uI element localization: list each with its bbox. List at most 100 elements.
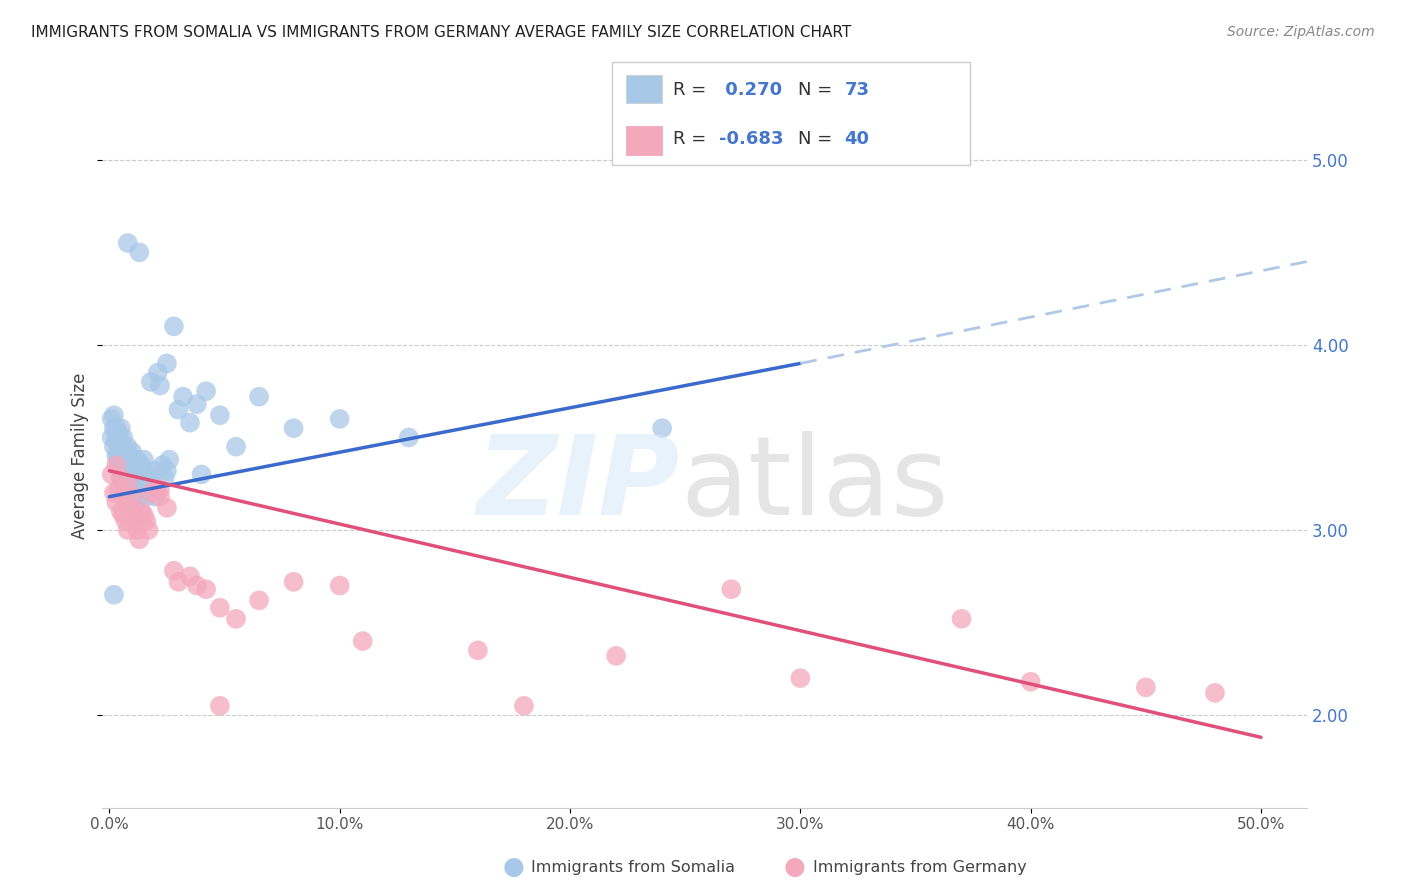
Point bbox=[131, 458, 153, 473]
Point bbox=[139, 375, 162, 389]
Point bbox=[112, 476, 135, 491]
Point bbox=[225, 440, 247, 454]
Point bbox=[105, 434, 128, 449]
Point bbox=[132, 476, 155, 491]
Point bbox=[135, 467, 157, 482]
Point bbox=[145, 464, 167, 478]
Text: ●: ● bbox=[783, 855, 806, 879]
Text: 73: 73 bbox=[845, 80, 870, 99]
Point bbox=[125, 523, 148, 537]
Point bbox=[179, 569, 201, 583]
Point bbox=[150, 458, 173, 473]
Point bbox=[103, 588, 125, 602]
Point bbox=[110, 504, 132, 518]
Point bbox=[114, 486, 136, 500]
Point bbox=[112, 430, 135, 444]
Point bbox=[110, 471, 132, 485]
Point bbox=[100, 430, 122, 444]
Point bbox=[283, 421, 305, 435]
Point bbox=[145, 490, 167, 504]
Point bbox=[131, 482, 153, 496]
Point bbox=[103, 408, 125, 422]
Point bbox=[100, 467, 122, 482]
Point bbox=[107, 445, 129, 459]
Point bbox=[117, 440, 139, 454]
Text: -0.683: -0.683 bbox=[720, 130, 783, 148]
Point bbox=[117, 476, 139, 491]
Point bbox=[789, 671, 811, 685]
Point bbox=[651, 421, 673, 435]
Point bbox=[114, 514, 136, 528]
Point bbox=[225, 612, 247, 626]
Point bbox=[120, 500, 142, 515]
Point bbox=[114, 467, 136, 482]
Point bbox=[100, 412, 122, 426]
Text: R =: R = bbox=[672, 80, 711, 99]
Y-axis label: Average Family Size: Average Family Size bbox=[72, 373, 89, 539]
Point bbox=[156, 356, 179, 370]
Text: IMMIGRANTS FROM SOMALIA VS IMMIGRANTS FROM GERMANY AVERAGE FAMILY SIZE CORRELATI: IMMIGRANTS FROM SOMALIA VS IMMIGRANTS FR… bbox=[31, 25, 851, 40]
Point bbox=[103, 486, 125, 500]
Point bbox=[167, 402, 190, 417]
Point bbox=[117, 458, 139, 473]
Point bbox=[112, 508, 135, 523]
Point bbox=[121, 490, 143, 504]
Point bbox=[121, 464, 143, 478]
Point bbox=[138, 523, 160, 537]
Point bbox=[142, 482, 165, 496]
Point bbox=[163, 564, 186, 578]
Point bbox=[179, 416, 201, 430]
Point bbox=[467, 643, 489, 657]
Point bbox=[1019, 674, 1042, 689]
FancyBboxPatch shape bbox=[626, 75, 662, 103]
Point bbox=[156, 464, 179, 478]
Text: 0.270: 0.270 bbox=[720, 80, 782, 99]
Point bbox=[145, 482, 167, 496]
Point bbox=[105, 495, 128, 509]
Point bbox=[125, 452, 148, 467]
Point bbox=[163, 319, 186, 334]
Point bbox=[112, 458, 135, 473]
Text: N =: N = bbox=[799, 80, 838, 99]
Point bbox=[167, 574, 190, 589]
Point bbox=[283, 574, 305, 589]
Point bbox=[1204, 686, 1226, 700]
Point bbox=[190, 467, 212, 482]
Point bbox=[157, 452, 180, 467]
Point bbox=[195, 582, 218, 597]
Point bbox=[107, 426, 129, 441]
Point bbox=[128, 471, 150, 485]
Point bbox=[132, 452, 155, 467]
Text: Immigrants from Somalia: Immigrants from Somalia bbox=[531, 860, 735, 874]
Point bbox=[149, 490, 172, 504]
Point bbox=[398, 430, 420, 444]
Text: Immigrants from Germany: Immigrants from Germany bbox=[813, 860, 1026, 874]
Text: atlas: atlas bbox=[681, 431, 949, 538]
Point bbox=[105, 449, 128, 463]
Point bbox=[208, 408, 231, 422]
Point bbox=[110, 464, 132, 478]
Point bbox=[110, 434, 132, 449]
Point bbox=[186, 397, 208, 411]
Point bbox=[112, 490, 135, 504]
Point bbox=[149, 378, 172, 392]
Point bbox=[139, 486, 162, 500]
Point bbox=[720, 582, 742, 597]
Point bbox=[121, 445, 143, 459]
Point bbox=[121, 508, 143, 523]
Text: Source: ZipAtlas.com: Source: ZipAtlas.com bbox=[1227, 25, 1375, 39]
Point bbox=[247, 593, 270, 607]
Point bbox=[103, 440, 125, 454]
Point bbox=[513, 698, 536, 713]
FancyBboxPatch shape bbox=[612, 62, 970, 165]
Point bbox=[120, 449, 142, 463]
Point bbox=[125, 482, 148, 496]
Point bbox=[107, 440, 129, 454]
Point bbox=[329, 578, 352, 592]
Point bbox=[124, 514, 146, 528]
Point bbox=[172, 390, 194, 404]
Point bbox=[103, 421, 125, 435]
Point bbox=[153, 471, 176, 485]
Point bbox=[121, 490, 143, 504]
Point bbox=[605, 648, 627, 663]
